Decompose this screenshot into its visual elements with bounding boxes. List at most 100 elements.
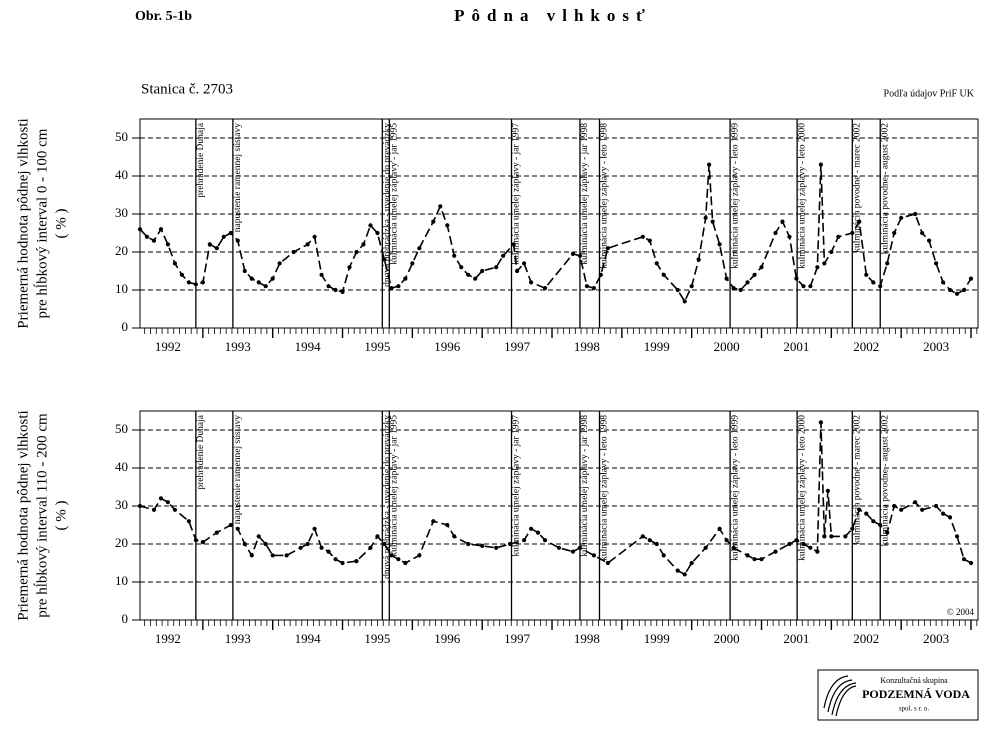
data-point [591,553,597,558]
data-point [305,541,310,547]
data-line [139,422,972,576]
y-tick-label: 30 [115,497,128,512]
data-point [605,246,610,251]
data-point [340,289,345,294]
event-label: prehradenie Dunaja [196,122,206,197]
x-tick-label: 1997 [504,339,531,354]
data-point [214,246,219,251]
data-point [689,560,694,566]
data-point [850,230,855,236]
data-point [137,227,143,232]
x-tick-label: 2000 [714,631,740,646]
data-point [305,242,310,247]
data-point [249,553,254,558]
data-point [382,541,387,547]
x-tick-label: 1992 [155,631,181,646]
data-point [640,534,645,539]
y-axis-label: pre hĺbkový interval 0 - 100 cm [33,128,50,318]
data-point [577,545,583,550]
data-point [431,519,436,524]
y-tick-label: 10 [115,281,128,296]
plot-frame [139,118,979,329]
data-point [577,253,583,258]
data-point [787,541,792,547]
data-point [480,268,485,274]
data-point [899,215,904,220]
y-tick-label: 50 [115,129,128,144]
data-point [934,503,939,509]
data-point [466,272,471,277]
data-point [193,538,198,543]
data-point [703,545,708,550]
data-point [738,287,743,293]
data-point [235,238,240,243]
data-point [431,219,436,224]
data-point [501,253,506,258]
x-tick-label: 1996 [434,339,461,354]
data-point [326,549,331,554]
y-tick-label: 20 [115,243,128,258]
data-point [528,280,534,285]
event-label: kulminácia umelej záplavy - jar 1995 [389,123,399,265]
x-tick-label: 1995 [364,339,390,354]
data-point [535,530,541,535]
data-point [682,572,687,577]
data-point [759,265,764,270]
y-tick-label: 10 [115,573,128,588]
logo-line3: spol. s r. o. [899,705,930,713]
x-tick-label: 2002 [853,631,879,646]
y-tick-label: 50 [115,421,128,436]
x-tick-label: 1998 [574,339,600,354]
data-point [256,534,261,539]
data-point [508,541,513,547]
data-point [242,541,247,547]
data-point [885,530,890,535]
data-line [139,164,972,304]
x-tick-label: 1993 [225,631,251,646]
x-tick-label: 1999 [644,631,670,646]
y-tick-label: 30 [115,205,128,220]
data-point [340,560,345,566]
data-point [228,230,233,236]
data-point [556,545,562,550]
data-point [899,507,904,512]
data-point [689,284,694,289]
data-point [871,519,876,524]
data-point [256,280,261,285]
data-point [878,522,883,528]
data-point [403,560,408,566]
y-axis-label: ( % ) [53,209,69,239]
event-label: dnová prehrádzka - uvedenie do prevádzky [383,415,393,579]
data-point [144,234,150,239]
data-point [773,549,778,554]
data-point [375,534,380,539]
data-point [263,284,268,289]
data-point [235,526,240,531]
data-point [878,284,883,289]
y-tick-label: 20 [115,535,128,550]
data-point [927,238,932,243]
data-point [277,261,282,266]
data-point [542,538,548,543]
event-label: kulminácia umelej záplavy - leto 1999 [730,415,740,561]
event-label: kulminácia umelej záplavy - jar 1997 [512,123,522,265]
x-tick-label: 1995 [364,631,390,646]
data-point [354,249,359,255]
data-point [801,541,806,547]
data-point [794,276,799,281]
data-point [542,286,548,291]
data-point [298,545,303,550]
x-tick-label: 2001 [783,339,809,354]
station: Stanica č. 2703 [141,81,233,97]
data-point [864,272,869,277]
data-point [270,276,275,281]
data-point [818,162,823,167]
data-point [263,541,268,547]
data-point [494,265,499,270]
x-tick-label: 2003 [923,631,949,646]
data-point [445,522,450,528]
data-point [319,545,324,550]
data-point [494,545,499,550]
data-point [172,261,178,266]
